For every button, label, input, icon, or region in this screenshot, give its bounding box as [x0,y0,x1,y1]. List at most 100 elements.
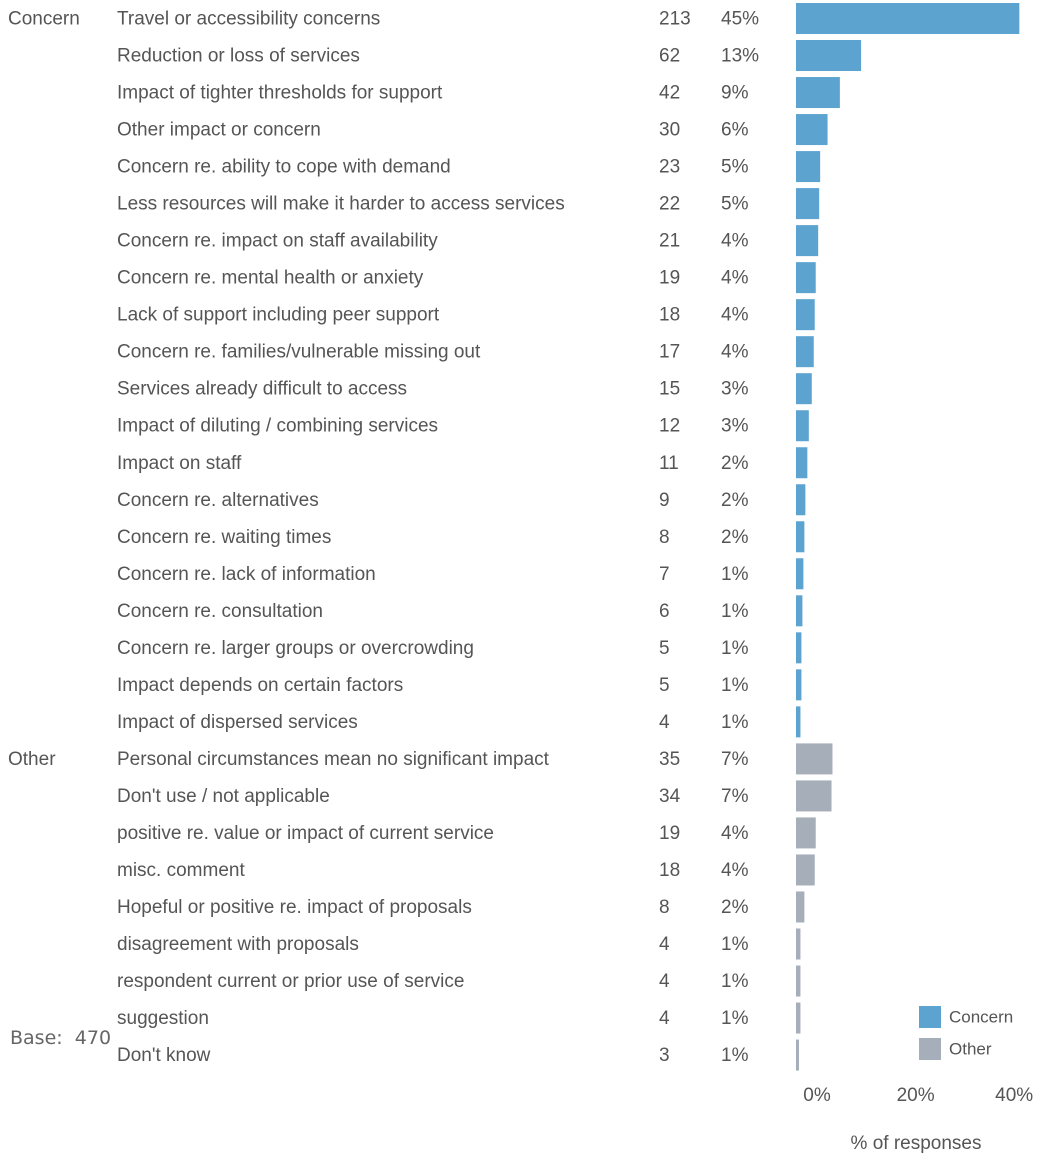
count-label: 21 [659,231,680,252]
count-label: 62 [659,46,680,67]
row-label: Reduction or loss of services [117,46,360,67]
bar [796,3,1020,34]
row-label: Impact of dispersed services [117,712,358,733]
count-label: 19 [659,823,680,844]
row-label: Hopeful or positive re. impact of propos… [117,897,472,918]
row-label: Concern re. mental health or anxiety [117,268,424,289]
base-value: 470 [74,1027,112,1049]
pct-label: 1% [721,971,749,992]
count-label: 30 [659,120,680,141]
bar [796,743,833,775]
row-label: misc. comment [117,860,245,881]
row-label: Travel or accessibility concerns [117,9,380,30]
row-label: Concern re. waiting times [117,527,331,548]
row-label: Services already difficult to access [117,379,407,400]
pct-label: 3% [721,379,749,400]
bar [796,447,808,479]
bar [796,521,805,553]
bar [796,1039,799,1071]
pct-label: 5% [721,194,749,215]
pct-label: 1% [721,712,749,733]
pct-label: 1% [721,934,749,955]
count-label: 19 [659,268,680,289]
count-label: 17 [659,342,680,363]
count-label: 18 [659,860,680,881]
count-label: 4 [659,712,670,733]
pct-label: 3% [721,416,749,437]
pct-label: 7% [721,749,749,770]
bar [796,77,840,109]
count-label: 8 [659,527,670,548]
count-label: 5 [659,638,670,659]
count-label: 34 [659,786,681,807]
row-label: Concern re. families/vulnerable missing … [117,342,481,363]
legend-label: Concern [949,1007,1013,1026]
row-label: Concern re. lack of information [117,564,376,585]
bar [796,817,816,849]
row-label: Impact on staff [117,453,242,474]
base-note: Base: 470 [10,1027,111,1049]
legend-swatch [919,1006,941,1028]
count-label: 5 [659,675,670,696]
pct-label: 13% [721,46,759,67]
pct-label: 5% [721,157,749,178]
pct-label: 2% [721,490,749,511]
row-label: Don't use / not applicable [117,786,330,807]
group-label: Concern [8,9,80,30]
legend-label: Other [949,1039,992,1058]
count-label: 15 [659,379,680,400]
pct-label: 1% [721,675,749,696]
count-label: 4 [659,934,670,955]
legend-swatch [919,1038,941,1060]
row-label: Concern re. consultation [117,601,323,622]
bar [796,151,821,183]
bar [796,188,820,220]
row-label: Concern re. larger groups or overcrowdin… [117,638,474,659]
row-label: respondent current or prior use of servi… [117,971,464,992]
bar [796,373,812,405]
pct-label: 2% [721,897,749,918]
bar [796,780,832,812]
count-label: 7 [659,564,670,585]
count-label: 9 [659,490,670,511]
bar [796,928,801,960]
bar [796,854,815,886]
row-label: Other impact or concern [117,120,321,141]
group-label: Other [8,749,56,770]
pct-label: 1% [721,1008,749,1029]
bar [796,299,815,331]
row-label: suggestion [117,1008,209,1029]
count-label: 35 [659,749,680,770]
bar [796,262,816,294]
pct-label: 2% [721,527,749,548]
row-label: Personal circumstances mean no significa… [117,749,550,770]
count-label: 4 [659,1008,670,1029]
pct-label: 1% [721,1045,749,1066]
count-label: 213 [659,9,691,30]
row-label: Less resources will make it harder to ac… [117,194,565,215]
row-label: Concern re. ability to cope with demand [117,157,451,178]
row-label: Lack of support including peer support [117,305,440,326]
count-label: 22 [659,194,680,215]
bar [796,595,803,627]
row-label: Impact of tighter thresholds for support [117,83,443,104]
x-tick-label: 0% [803,1085,831,1106]
bar [796,1002,801,1034]
pct-label: 4% [721,823,749,844]
x-axis-title: % of responses [851,1133,982,1154]
pct-label: 2% [721,453,749,474]
count-label: 4 [659,971,670,992]
row-label: Concern re. alternatives [117,490,319,511]
bar [796,40,862,72]
bar [796,965,801,997]
pct-label: 6% [721,120,749,141]
x-tick-label: 40% [995,1085,1033,1106]
count-label: 11 [659,453,679,474]
bar [796,669,802,701]
pct-label: 45% [721,9,759,30]
row-label: Concern re. impact on staff availability [117,231,438,252]
count-label: 8 [659,897,670,918]
bar [796,410,809,442]
count-label: 23 [659,157,680,178]
